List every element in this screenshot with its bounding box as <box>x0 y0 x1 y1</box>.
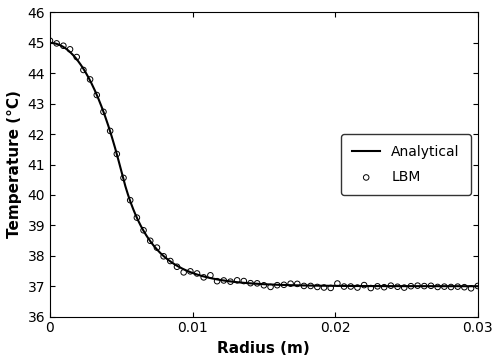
Line: Analytical: Analytical <box>50 43 478 286</box>
LBM <box>186 269 194 274</box>
LBM <box>100 109 108 115</box>
LBM <box>126 197 134 203</box>
LBM <box>354 285 362 290</box>
LBM <box>226 279 234 285</box>
LBM <box>120 175 128 181</box>
LBM <box>72 54 80 60</box>
LBM <box>273 282 281 288</box>
LBM <box>140 227 147 233</box>
LBM <box>213 278 221 284</box>
LBM <box>280 282 288 288</box>
LBM <box>66 46 74 52</box>
LBM <box>220 278 228 284</box>
LBM <box>160 253 168 259</box>
LBM <box>86 77 94 82</box>
LBM <box>93 92 101 98</box>
LBM <box>206 272 214 278</box>
LBM <box>80 67 88 73</box>
Legend: Analytical, LBM: Analytical, LBM <box>341 134 471 195</box>
LBM <box>420 283 428 289</box>
LBM <box>360 282 368 288</box>
Analytical <box>47 41 53 45</box>
LBM <box>434 284 442 290</box>
LBM <box>306 283 314 289</box>
LBM <box>460 284 468 290</box>
X-axis label: Radius (m): Radius (m) <box>218 341 310 356</box>
LBM <box>340 284 348 289</box>
Analytical <box>398 284 404 288</box>
LBM <box>300 283 308 289</box>
Analytical <box>252 282 258 286</box>
Analytical <box>250 281 256 286</box>
LBM <box>173 264 181 270</box>
LBM <box>200 274 207 280</box>
LBM <box>367 285 375 291</box>
LBM <box>286 281 294 286</box>
Analytical <box>302 283 308 287</box>
LBM <box>133 215 141 221</box>
LBM <box>46 38 54 44</box>
LBM <box>407 283 415 289</box>
LBM <box>153 245 161 250</box>
LBM <box>166 258 174 264</box>
LBM <box>427 283 435 289</box>
LBM <box>320 285 328 290</box>
LBM <box>294 281 302 287</box>
LBM <box>60 43 68 49</box>
LBM <box>180 269 188 275</box>
LBM <box>374 284 382 289</box>
LBM <box>260 282 268 288</box>
LBM <box>414 283 422 289</box>
Y-axis label: Temperature (°C): Temperature (°C) <box>7 91 22 238</box>
LBM <box>106 128 114 134</box>
LBM <box>440 284 448 290</box>
Analytical <box>278 283 284 287</box>
LBM <box>193 270 201 276</box>
LBM <box>266 284 274 290</box>
Analytical <box>464 284 470 288</box>
LBM <box>400 285 408 290</box>
LBM <box>113 151 121 157</box>
LBM <box>253 281 261 286</box>
LBM <box>246 280 254 286</box>
LBM <box>314 284 322 290</box>
LBM <box>447 284 455 290</box>
LBM <box>334 281 342 286</box>
LBM <box>233 277 241 283</box>
LBM <box>52 41 60 46</box>
LBM <box>387 283 395 289</box>
LBM <box>326 285 334 291</box>
LBM <box>240 278 248 284</box>
LBM <box>146 238 154 244</box>
LBM <box>347 284 355 289</box>
LBM <box>394 284 402 290</box>
LBM <box>380 284 388 290</box>
LBM <box>454 284 462 290</box>
LBM <box>474 283 482 289</box>
LBM <box>467 285 475 291</box>
Analytical <box>474 284 480 288</box>
